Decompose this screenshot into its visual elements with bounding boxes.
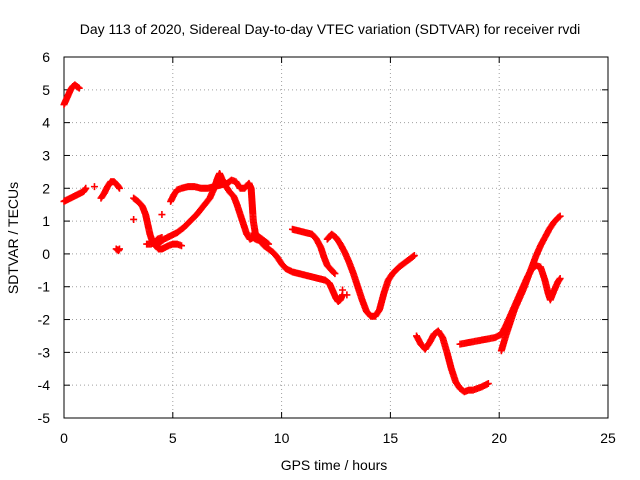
data-point [75,84,83,92]
grid-lines [64,57,608,418]
data-points [60,81,564,396]
series-arc-hump-2h [97,178,123,202]
data-point [115,245,123,253]
y-tick-label: 5 [42,82,50,98]
data-point [339,291,347,299]
data-point [115,184,123,192]
y-tick-label: 1 [42,213,50,229]
series-arc-deep-dip [413,327,492,396]
y-tick-label: 3 [42,147,50,163]
data-point [330,269,338,277]
x-tick-label: 10 [274,430,290,446]
data-point [74,83,82,91]
series-arc-long-rise [154,170,257,248]
series-arc-long-decline [247,232,347,305]
y-tick-label: -5 [38,410,51,426]
x-tick-label: 25 [600,430,616,446]
x-tick-label: 15 [383,430,399,446]
data-point [130,215,138,223]
data-point [178,242,186,250]
x-axis-label: GPS time / hours [281,457,388,473]
plot-axes [63,56,609,419]
data-point [556,275,564,283]
data-point [555,213,563,221]
tick-marks [63,56,609,419]
series-arc-12-15h [323,230,418,320]
x-tick-label: 20 [491,430,507,446]
series-arc-start-rise [60,184,90,205]
data-point [82,184,90,192]
y-axis-label: SDTVAR / TECUs [5,182,21,294]
data-point [556,212,564,220]
data-point [410,252,418,260]
data-point [90,183,98,191]
y-tick-label: -2 [38,312,51,328]
y-tick-label: 0 [42,246,50,262]
x-tick-label: 5 [169,430,177,446]
y-tick-label: -1 [38,279,51,295]
series-arc-short-2.4h [112,245,123,255]
series-arc-11h [288,225,339,278]
data-point [409,252,417,260]
tick-labels: 0 5 10 15 20 25 -5 -4 -3 -2 -1 0 1 2 3 4 5 6 [38,49,616,446]
y-tick-label: -3 [38,344,51,360]
series-arc-late-rise [497,212,564,355]
data-point [158,211,166,219]
series-arc-early-high [60,81,83,109]
x-tick-label: 0 [60,430,68,446]
y-tick-label: 4 [42,115,50,131]
data-point [331,270,339,278]
series-arc-plateau-5h [167,176,273,248]
chart-title: Day 113 of 2020, Sidereal Day-to-day VTE… [80,21,581,37]
data-point [484,380,492,388]
plot-frame [63,56,609,419]
y-tick-label: -4 [38,377,51,393]
y-tick-label: 6 [42,49,50,65]
y-tick-label: 2 [42,180,50,196]
